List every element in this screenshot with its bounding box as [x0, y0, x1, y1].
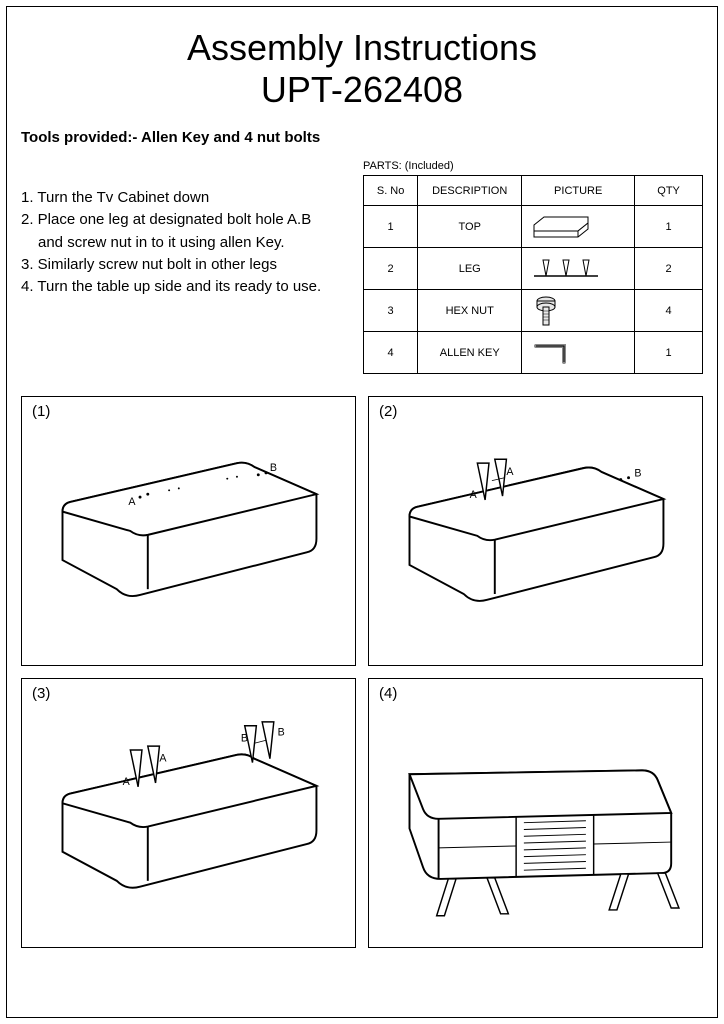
svg-text:A: A [470, 489, 478, 501]
cell-sno: 3 [364, 290, 418, 332]
cell-sno: 2 [364, 248, 418, 290]
cell-pic [522, 248, 635, 290]
th-desc: DESCRIPTION [418, 176, 522, 206]
cell-pic [522, 290, 635, 332]
cell-qty: 1 [635, 332, 703, 374]
allenkey-icon [526, 338, 576, 368]
title-line2: UPT-262408 [21, 69, 703, 111]
parts-label: PARTS: (Included) [363, 160, 703, 172]
step-number: (2) [379, 403, 397, 420]
table-row: 1 TOP 1 [364, 206, 703, 248]
table-row: 2 LEG 2 [364, 248, 703, 290]
hexnut-icon [526, 293, 566, 329]
step-number: (1) [32, 403, 50, 420]
step-panel-1: (1) A B [21, 396, 356, 666]
svg-text:B: B [270, 462, 277, 474]
step-text: and screw nut in to it using allen Key. [21, 233, 345, 253]
step-panel-4: (4) [368, 678, 703, 948]
cell-sno: 1 [364, 206, 418, 248]
table-row: 4 ALLEN KEY 1 [364, 332, 703, 374]
leg-icon [526, 254, 606, 284]
svg-text:B: B [634, 468, 641, 480]
svg-text:B: B [278, 726, 285, 738]
parts-block: PARTS: (Included) S. No DESCRIPTION PICT… [363, 160, 703, 374]
svg-text:A: A [159, 753, 167, 765]
step1-diagram: A B [30, 405, 347, 657]
cell-desc: ALLEN KEY [418, 332, 522, 374]
step2-diagram: A A B [377, 405, 694, 657]
step3-diagram: A A B B [30, 687, 347, 939]
table-row: 3 HEX NUT 4 [364, 290, 703, 332]
th-pic: PICTURE [522, 176, 635, 206]
cell-sno: 4 [364, 332, 418, 374]
step-text: 2. Place one leg at designated bolt hole… [21, 210, 345, 230]
step-text: 3. Similarly screw nut bolt in other leg… [21, 255, 345, 275]
cell-pic [522, 332, 635, 374]
instructions-list: 1. Turn the Tv Cabinet down 2. Place one… [21, 160, 345, 374]
step-number: (3) [32, 685, 50, 702]
header: Assembly Instructions UPT-262408 [21, 27, 703, 111]
cell-qty: 4 [635, 290, 703, 332]
cell-pic [522, 206, 635, 248]
step-text: 4. Turn the table up side and its ready … [21, 277, 345, 297]
svg-text:B: B [241, 732, 248, 744]
svg-text:A: A [123, 776, 131, 788]
th-sno: S. No [364, 176, 418, 206]
th-qty: QTY [635, 176, 703, 206]
cell-qty: 1 [635, 206, 703, 248]
step-number: (4) [379, 685, 397, 702]
cell-desc: LEG [418, 248, 522, 290]
cell-desc: TOP [418, 206, 522, 248]
step-panel-3: (3) A A B B [21, 678, 356, 948]
top-icon [526, 213, 596, 241]
cell-qty: 2 [635, 248, 703, 290]
steps-grid: (1) A B (2) [21, 396, 703, 948]
cell-desc: HEX NUT [418, 290, 522, 332]
step-panel-2: (2) A A B [368, 396, 703, 666]
step4-diagram [377, 687, 694, 939]
svg-text:A: A [506, 466, 514, 478]
tools-provided: Tools provided:- Allen Key and 4 nut bol… [21, 129, 703, 146]
svg-text:A: A [128, 496, 136, 508]
step-text: 1. Turn the Tv Cabinet down [21, 188, 345, 208]
parts-table: S. No DESCRIPTION PICTURE QTY 1 TOP 1 2 … [363, 175, 703, 374]
title-line1: Assembly Instructions [21, 27, 703, 69]
